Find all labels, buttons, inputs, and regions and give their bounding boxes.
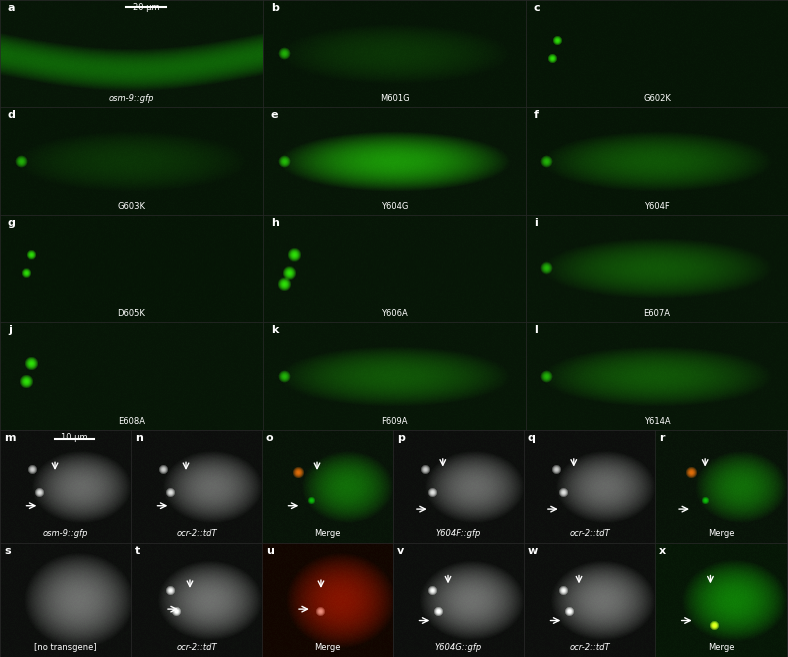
Text: M601G: M601G — [380, 94, 409, 102]
Text: E608A: E608A — [118, 417, 145, 426]
Text: t: t — [135, 547, 140, 556]
Text: n: n — [135, 434, 143, 443]
Text: Y614A: Y614A — [644, 417, 671, 426]
Text: 20 μm: 20 μm — [132, 3, 159, 12]
Text: r: r — [659, 434, 664, 443]
Text: E607A: E607A — [644, 309, 671, 318]
Text: o: o — [266, 434, 273, 443]
Text: e: e — [271, 110, 278, 120]
Text: ocr-2::tdT: ocr-2::tdT — [569, 643, 610, 652]
Text: Merge: Merge — [314, 530, 340, 539]
Text: Merge: Merge — [708, 643, 734, 652]
Text: j: j — [8, 325, 12, 335]
Text: Y606A: Y606A — [381, 309, 408, 318]
Text: k: k — [271, 325, 278, 335]
Text: Y604G: Y604G — [381, 202, 408, 211]
Text: D605K: D605K — [117, 309, 146, 318]
Text: Y604F: Y604F — [644, 202, 670, 211]
Text: m: m — [4, 434, 16, 443]
Text: d: d — [8, 110, 16, 120]
Text: Merge: Merge — [708, 530, 734, 539]
Text: w: w — [528, 547, 538, 556]
Text: c: c — [533, 3, 541, 13]
Text: f: f — [533, 110, 539, 120]
Text: 10 μm: 10 μm — [61, 434, 88, 442]
Text: osm-9::gfp: osm-9::gfp — [109, 94, 154, 102]
Text: b: b — [271, 3, 279, 13]
Text: s: s — [4, 547, 10, 556]
Text: l: l — [533, 325, 537, 335]
Text: Y604F::gfp: Y604F::gfp — [436, 530, 481, 539]
Text: ocr-2::tdT: ocr-2::tdT — [569, 530, 610, 539]
Text: G602K: G602K — [643, 94, 671, 102]
Text: u: u — [266, 547, 273, 556]
Text: i: i — [533, 218, 537, 228]
Text: F609A: F609A — [381, 417, 407, 426]
Text: q: q — [528, 434, 536, 443]
Text: ocr-2::tdT: ocr-2::tdT — [177, 530, 217, 539]
Text: ocr-2::tdT: ocr-2::tdT — [177, 643, 217, 652]
Text: x: x — [659, 547, 666, 556]
Text: G603K: G603K — [117, 202, 146, 211]
Text: v: v — [397, 547, 404, 556]
Text: [no transgene]: [no transgene] — [34, 643, 97, 652]
Text: p: p — [397, 434, 405, 443]
Text: osm-9::gfp: osm-9::gfp — [43, 530, 88, 539]
Text: g: g — [8, 218, 16, 228]
Text: Y604G::gfp: Y604G::gfp — [435, 643, 482, 652]
Text: a: a — [8, 3, 16, 13]
Text: Merge: Merge — [314, 643, 340, 652]
Text: h: h — [271, 218, 279, 228]
